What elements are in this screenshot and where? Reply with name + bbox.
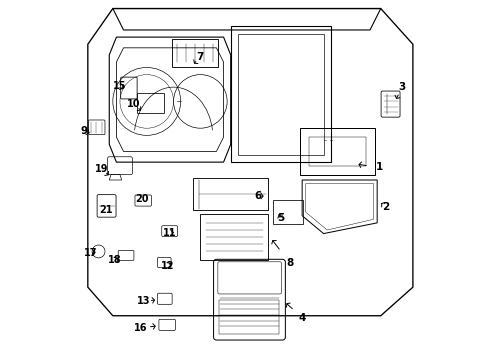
Text: ~ ~: ~ ~ [323, 139, 335, 144]
Text: 3: 3 [398, 82, 406, 92]
Text: 7: 7 [196, 52, 204, 62]
Text: 4: 4 [298, 312, 306, 323]
Text: 19: 19 [95, 163, 108, 174]
Text: 20: 20 [136, 194, 149, 204]
Text: 18: 18 [108, 255, 122, 265]
Text: 11: 11 [163, 228, 176, 238]
Text: 17: 17 [84, 248, 98, 258]
Text: 12: 12 [161, 261, 174, 271]
Text: 21: 21 [99, 205, 112, 215]
Text: 13: 13 [137, 296, 150, 306]
Text: 5: 5 [277, 212, 284, 222]
Text: 1: 1 [375, 162, 383, 172]
Text: 6: 6 [254, 191, 261, 201]
Text: 10: 10 [127, 99, 140, 109]
Text: 16: 16 [134, 323, 147, 333]
Text: 8: 8 [286, 258, 294, 268]
Text: 2: 2 [383, 202, 390, 212]
Text: 15: 15 [113, 81, 127, 91]
Text: 9: 9 [81, 126, 88, 136]
